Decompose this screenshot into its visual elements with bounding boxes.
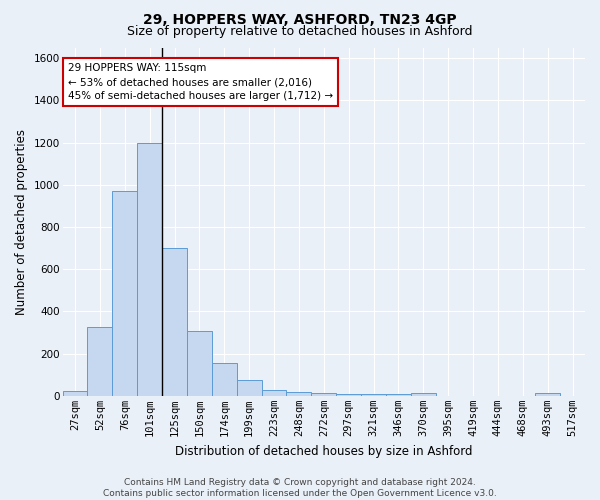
Bar xyxy=(212,363,237,396)
Text: Size of property relative to detached houses in Ashford: Size of property relative to detached ho… xyxy=(127,25,473,38)
Bar xyxy=(535,394,560,396)
Text: 29 HOPPERS WAY: 115sqm
← 53% of detached houses are smaller (2,016)
45% of semi-: 29 HOPPERS WAY: 115sqm ← 53% of detached… xyxy=(68,63,333,101)
Bar xyxy=(88,328,112,396)
Bar xyxy=(237,380,262,396)
Bar xyxy=(262,390,286,396)
Bar xyxy=(311,394,336,396)
Bar xyxy=(386,394,411,396)
Bar xyxy=(62,390,88,396)
Bar xyxy=(187,332,212,396)
Bar xyxy=(112,191,137,396)
Bar xyxy=(361,394,386,396)
Text: 29, HOPPERS WAY, ASHFORD, TN23 4GP: 29, HOPPERS WAY, ASHFORD, TN23 4GP xyxy=(143,12,457,26)
Bar xyxy=(336,394,361,396)
Bar xyxy=(162,248,187,396)
X-axis label: Distribution of detached houses by size in Ashford: Distribution of detached houses by size … xyxy=(175,444,473,458)
Y-axis label: Number of detached properties: Number of detached properties xyxy=(15,128,28,314)
Text: Contains HM Land Registry data © Crown copyright and database right 2024.
Contai: Contains HM Land Registry data © Crown c… xyxy=(103,478,497,498)
Bar xyxy=(286,392,311,396)
Bar xyxy=(137,142,162,396)
Bar xyxy=(411,394,436,396)
